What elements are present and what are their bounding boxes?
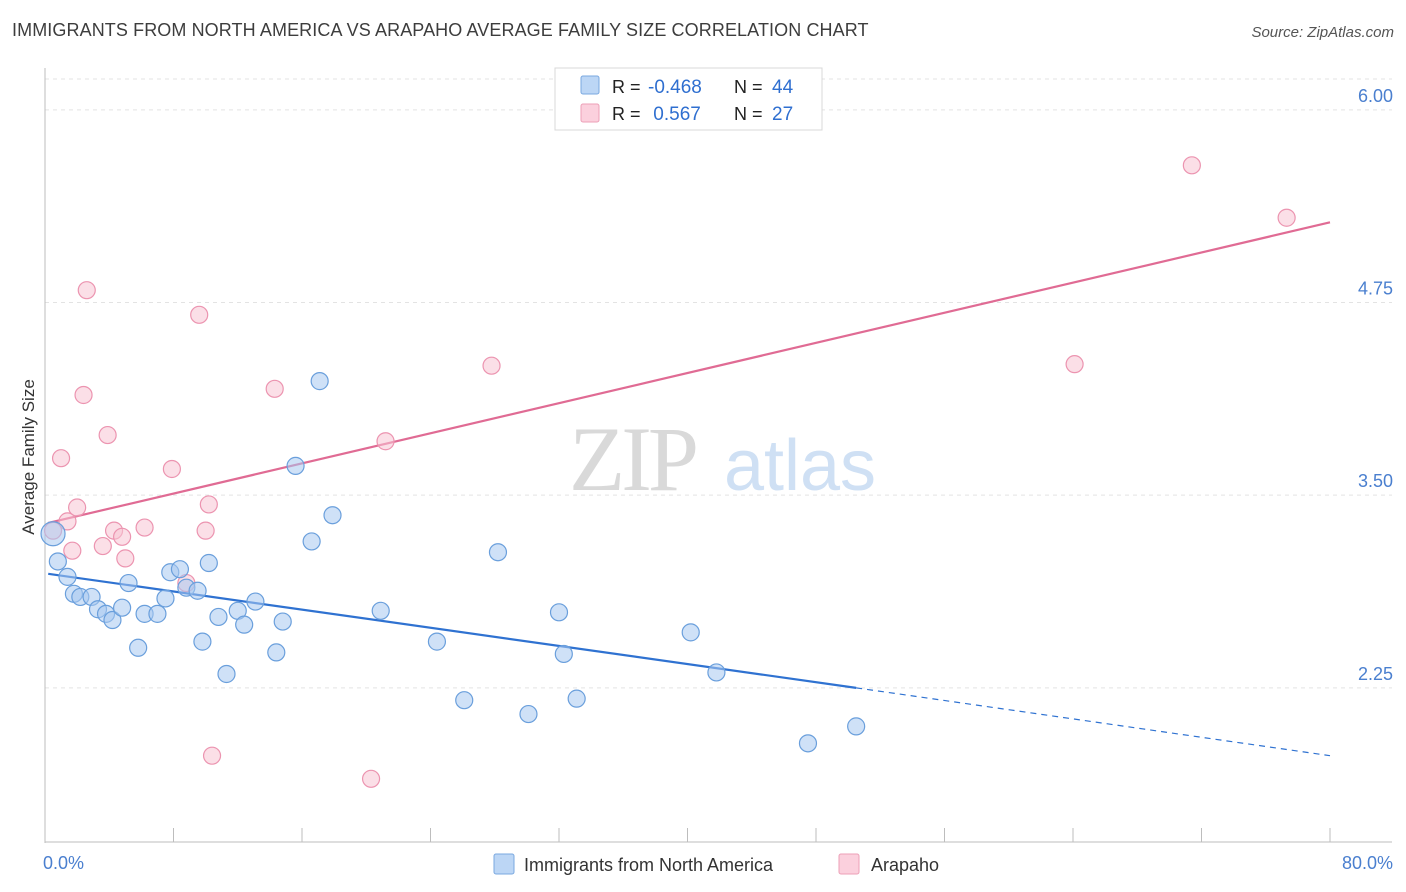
trendline-1 — [47, 221, 1331, 524]
point-s0-2 — [58, 567, 77, 586]
point-s0-13 — [148, 604, 167, 623]
stats-r-value-1: 0.567 — [648, 104, 701, 125]
point-s0-33 — [427, 632, 447, 651]
point-s0-9 — [112, 598, 132, 617]
point-s0-43 — [847, 717, 866, 736]
y-tick-label-3: 6.00 — [1358, 86, 1393, 106]
point-s0-30 — [310, 372, 329, 391]
point-s0-39 — [567, 689, 586, 708]
point-s0-26 — [267, 643, 286, 662]
stats-swatch-pink — [580, 103, 600, 123]
point-s0-27 — [273, 612, 292, 631]
point-s1-23 — [1065, 355, 1084, 374]
stats-r-value-0: -0.468 — [648, 77, 702, 98]
stats-r-label-0: R = — [612, 77, 641, 97]
point-s0-40 — [681, 623, 700, 642]
point-s1-2 — [58, 512, 77, 531]
point-s1-19 — [265, 379, 284, 398]
point-s0-0 — [40, 521, 66, 547]
point-s0-25 — [246, 592, 265, 611]
point-s0-29 — [302, 532, 321, 551]
point-s1-4 — [68, 498, 87, 517]
point-s1-16 — [196, 521, 215, 540]
point-s0-42 — [798, 734, 818, 753]
point-s0-20 — [199, 553, 218, 573]
point-s1-10 — [112, 527, 132, 546]
watermark: ZIP atlas — [569, 408, 876, 510]
point-s1-13 — [162, 459, 181, 479]
point-s0-11 — [129, 638, 148, 657]
point-s1-11 — [116, 549, 135, 568]
point-s0-1 — [48, 552, 67, 571]
point-s0-34 — [455, 691, 474, 710]
x-tick-label-1: 80.0% — [1342, 853, 1393, 873]
point-s0-41 — [707, 663, 726, 682]
trendline-extension-0 — [856, 687, 1331, 757]
point-s1-15 — [190, 305, 209, 324]
point-s1-3 — [63, 541, 82, 560]
point-s0-31 — [323, 506, 342, 525]
bottom-legend: Immigrants from North America Arapaho — [493, 853, 939, 875]
point-s0-18 — [188, 581, 207, 600]
tick-labels: 2.25 3.50 4.75 6.00 0.0% 80.0% — [43, 86, 1393, 873]
point-s0-24 — [235, 615, 254, 634]
point-s0-32 — [371, 601, 390, 620]
point-s1-17 — [199, 495, 218, 514]
point-s0-14 — [156, 589, 175, 608]
point-s1-5 — [74, 385, 93, 405]
point-s1-18 — [202, 746, 222, 765]
legend-label-immigrants: Immigrants from North America — [524, 855, 774, 875]
stats-r-label-1: R = — [612, 104, 641, 124]
source-label: Source: ZipAtlas.com — [1251, 24, 1394, 41]
point-s0-19 — [193, 632, 212, 651]
y-axis-label: Average Family Size — [19, 379, 38, 535]
point-s0-35 — [488, 543, 508, 562]
legend-label-arapaho: Arapaho — [871, 855, 939, 875]
point-s1-24 — [1182, 156, 1201, 175]
point-s0-28 — [286, 456, 305, 475]
point-s0-37 — [549, 603, 569, 622]
point-s1-8 — [98, 425, 117, 445]
point-s0-8 — [103, 610, 122, 630]
chart-title: IMMIGRANTS FROM NORTH AMERICA VS ARAPAHO… — [12, 20, 869, 40]
watermark-atlas: atlas — [724, 426, 876, 506]
stats-n-value-1: 27 — [772, 104, 793, 125]
legend-swatch-arapaho — [838, 853, 860, 875]
point-s0-22 — [217, 664, 236, 684]
point-s0-36 — [519, 704, 538, 724]
point-s0-10 — [119, 573, 138, 593]
stats-swatch-blue — [580, 75, 600, 95]
point-s1-12 — [135, 518, 154, 537]
y-tick-label-0: 2.25 — [1358, 664, 1393, 684]
point-s1-25 — [1277, 208, 1296, 227]
y-tick-label-2: 4.75 — [1358, 279, 1393, 299]
data-points — [40, 156, 1296, 788]
stats-legend: R = -0.468 N = 44 R = 0.567 N = 27 — [554, 67, 823, 131]
point-s1-1 — [51, 449, 71, 468]
point-s1-7 — [93, 536, 112, 556]
point-s0-38 — [554, 644, 573, 664]
point-s0-16 — [170, 560, 190, 579]
point-s1-22 — [482, 356, 501, 375]
point-s1-21 — [376, 432, 395, 451]
y-tick-label-1: 3.50 — [1358, 471, 1393, 491]
stats-n-label-0: N = — [734, 77, 763, 97]
point-s1-20 — [361, 769, 381, 788]
x-tick-label-0: 0.0% — [43, 853, 84, 873]
legend-swatch-immigrants — [493, 853, 515, 875]
stats-n-value-0: 44 — [772, 77, 794, 98]
watermark-zip: ZIP — [569, 408, 696, 510]
axes — [44, 68, 1392, 843]
stats-n-label-1: N = — [734, 104, 763, 124]
point-s0-21 — [209, 607, 228, 627]
point-s1-6 — [77, 281, 96, 300]
